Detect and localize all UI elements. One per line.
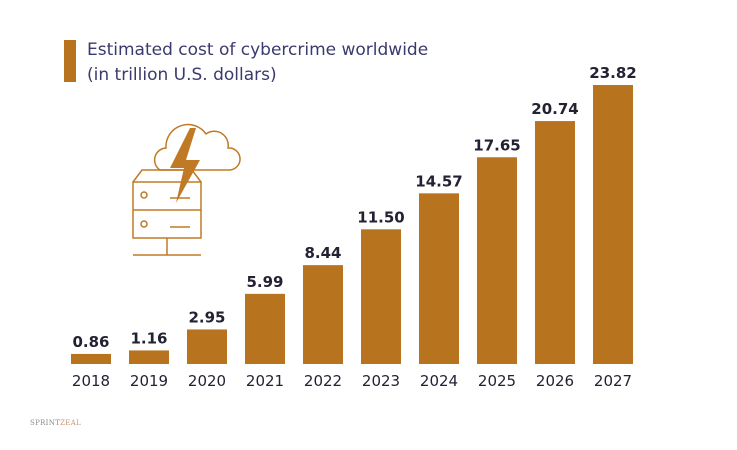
- lightning-icon: [170, 128, 200, 203]
- bar-2022: [303, 265, 343, 364]
- bar-2027: [593, 85, 633, 364]
- bar-2021: [245, 293, 285, 364]
- bar-2023: [361, 229, 401, 364]
- data-label: 5.99: [246, 273, 283, 291]
- data-label: 23.82: [589, 64, 636, 82]
- x-tick-label: 2018: [72, 372, 110, 390]
- data-label: 17.65: [473, 136, 520, 154]
- bar-2025: [477, 157, 517, 364]
- x-tick-label: 2026: [536, 372, 574, 390]
- bar-2024: [419, 193, 459, 364]
- chart-title: Estimated cost of cybercrime worldwide (…: [87, 38, 428, 88]
- title-line-1: Estimated cost of cybercrime worldwide: [87, 40, 429, 60]
- data-label: 2.95: [188, 308, 225, 326]
- x-tick-label: 2021: [246, 372, 284, 390]
- x-tick-label: 2024: [420, 372, 458, 390]
- bar-2018: [71, 353, 111, 364]
- x-tick-label: 2020: [188, 372, 226, 390]
- x-tick-label: 2022: [304, 372, 342, 390]
- bar-2026: [535, 121, 575, 365]
- cloud-lightning-server-icon: [132, 123, 241, 256]
- x-tick-label: 2027: [594, 372, 632, 390]
- title-line-2: (in trillion U.S. dollars): [87, 65, 277, 85]
- data-label: 1.16: [130, 329, 167, 347]
- legend-swatch: [64, 40, 76, 82]
- bar-2019: [129, 350, 169, 364]
- x-tick-label: 2023: [362, 372, 400, 390]
- data-label: 0.86: [72, 333, 109, 351]
- bar-2020: [187, 329, 227, 364]
- data-label: 20.74: [531, 100, 578, 118]
- x-tick-label: 2019: [130, 372, 168, 390]
- watermark-logo: SPRINTZEAL: [30, 419, 82, 427]
- data-label: 11.50: [357, 208, 404, 226]
- x-tick-label: 2025: [478, 372, 516, 390]
- data-label: 8.44: [304, 244, 341, 262]
- cloud-icon: [153, 123, 241, 171]
- data-label: 14.57: [415, 172, 462, 190]
